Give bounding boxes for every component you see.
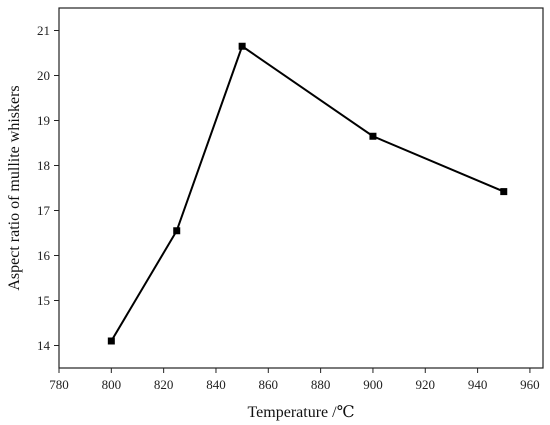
y-tick-label: 16 xyxy=(37,248,51,263)
x-tick-label: 900 xyxy=(363,377,383,392)
plot-frame xyxy=(58,7,544,369)
x-axis-ticks: 780 800 820 840 860 880 900 920 940 960 xyxy=(49,368,540,392)
data-point xyxy=(107,337,115,345)
y-tick-label: 20 xyxy=(37,68,50,83)
plot-area xyxy=(58,7,544,369)
y-tick-label: 17 xyxy=(37,203,51,218)
series-line xyxy=(110,44,505,342)
x-tick-label: 880 xyxy=(311,377,331,392)
series-group xyxy=(107,42,508,345)
y-axis-title: Aspect ratio of mullite whiskers xyxy=(6,85,23,290)
y-tick-label: 15 xyxy=(37,293,50,308)
y-tick-label: 21 xyxy=(37,23,50,38)
data-point xyxy=(369,132,377,140)
y-tick-label: 19 xyxy=(37,113,50,128)
x-tick-label: 780 xyxy=(49,377,69,392)
x-tick-label: 960 xyxy=(520,377,540,392)
x-tick-label: 840 xyxy=(206,377,226,392)
x-tick-label: 940 xyxy=(468,377,488,392)
data-point xyxy=(173,227,181,235)
x-tick-label: 920 xyxy=(416,377,436,392)
y-axis-ticks: 14 15 16 17 18 19 20 21 xyxy=(37,23,59,353)
y-tick-label: 14 xyxy=(37,338,51,353)
y-tick-label: 18 xyxy=(37,158,50,173)
x-tick-label: 820 xyxy=(154,377,174,392)
data-point xyxy=(238,42,246,50)
x-tick-label: 800 xyxy=(102,377,122,392)
x-tick-label: 860 xyxy=(259,377,279,392)
x-axis-title: Temperature /℃ xyxy=(248,404,355,421)
data-point xyxy=(500,188,508,196)
